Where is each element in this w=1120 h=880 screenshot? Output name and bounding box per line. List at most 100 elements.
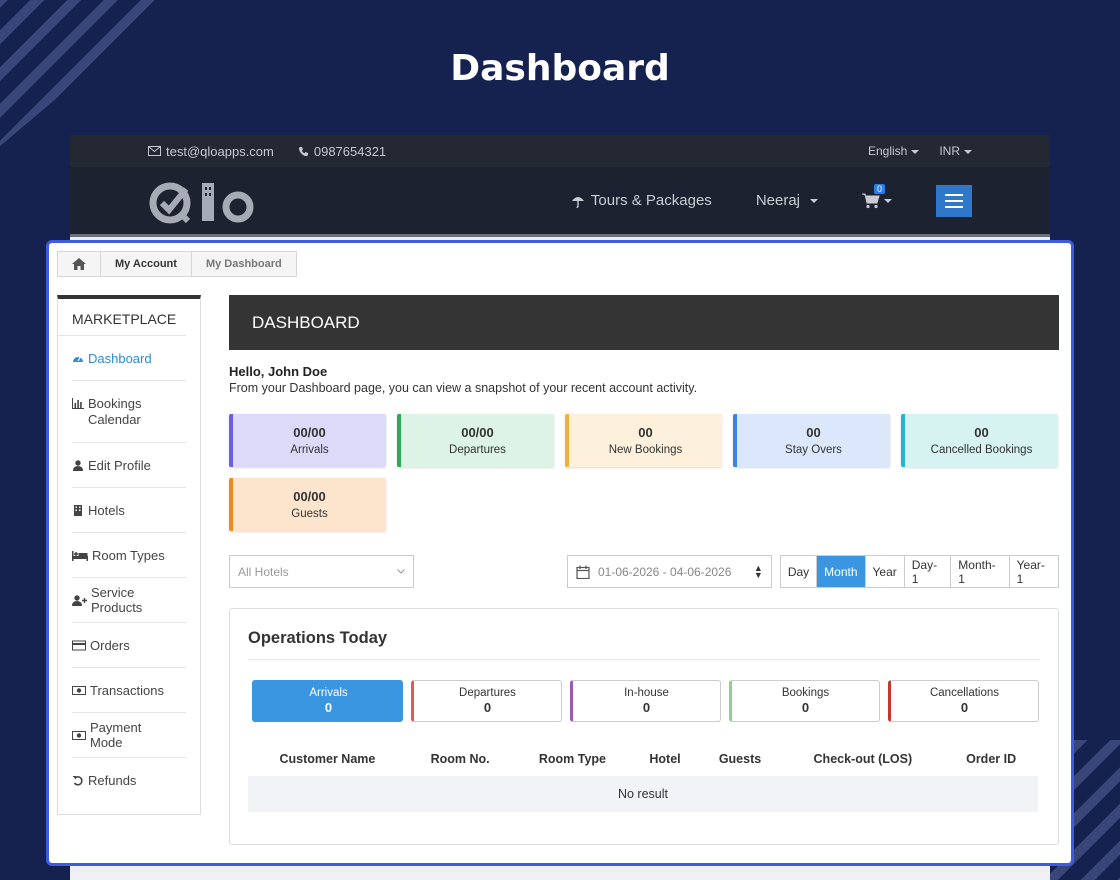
- dashboard-header: DASHBOARD: [229, 295, 1059, 350]
- calendar-icon: [576, 565, 590, 579]
- breadcrumb-my-account[interactable]: My Account: [100, 252, 191, 276]
- date-range-picker[interactable]: 01-06-2026 - 04-06-2026 ▲ ▼: [566, 555, 772, 588]
- umbrella-icon: [571, 196, 584, 208]
- period-month-button[interactable]: Month: [817, 556, 866, 587]
- building-icon: [74, 504, 82, 516]
- tours-packages-label: Tours & Packages: [590, 192, 712, 209]
- period-day-button[interactable]: Day: [781, 556, 818, 587]
- currency-dropdown[interactable]: INR: [939, 144, 972, 158]
- hamburger-bar: [945, 205, 963, 208]
- tab-count: 0: [801, 700, 810, 715]
- hotel-select-value: All Hotels: [238, 564, 289, 579]
- sidebar-item-label: Edit Profile: [88, 457, 151, 473]
- cart-button[interactable]: 0: [862, 183, 892, 209]
- period-month-1-button[interactable]: Month-1: [951, 556, 1010, 587]
- period-day-1-button[interactable]: Day-1: [905, 556, 952, 587]
- phone-icon: [298, 146, 308, 156]
- operations-title: Operations Today: [248, 609, 1040, 660]
- stat-label: Arrivals: [290, 444, 329, 456]
- logo-icon: [149, 182, 254, 223]
- greeting-text: Hello, John Doe: [229, 364, 328, 379]
- bar-chart-icon: [72, 398, 84, 409]
- phone-link[interactable]: 0987654321: [298, 144, 386, 159]
- stats-grid: 00/00 Arrivals 00/00 Departures 00 New Book…: [229, 414, 1059, 531]
- tab-arrivals[interactable]: Arrivals 0: [252, 680, 403, 722]
- tab-label: Cancellations: [929, 687, 1000, 699]
- user-name-label: Neeraj: [755, 192, 800, 209]
- empty-result-cell: No result: [248, 776, 1038, 812]
- tab-count: 0: [324, 700, 333, 715]
- currency-label: INR: [939, 144, 960, 158]
- breadcrumb: My Account My Dashboard: [57, 251, 297, 277]
- qlo-logo[interactable]: [148, 175, 258, 227]
- filters-row: All Hotels 01-06-2026 - 04-06-2026 ▲ ▼ Da…: [229, 555, 1060, 588]
- sidebar-item-label: Payment Mode: [90, 720, 142, 750]
- sort-arrows-icon: ▲ ▼: [753, 562, 763, 580]
- money-icon: [72, 730, 86, 740]
- sidebar-item-refunds[interactable]: Refunds: [72, 758, 186, 803]
- language-dropdown[interactable]: English: [868, 144, 920, 158]
- stat-label: Cancelled Bookings: [930, 444, 1033, 456]
- stat-card-cancelled-bookings[interactable]: 00 Cancelled Bookings: [901, 414, 1058, 467]
- tab-bookings[interactable]: Bookings 0: [729, 680, 880, 722]
- caret-down-icon: [884, 198, 892, 203]
- user-plus-icon: [72, 594, 87, 606]
- breadcrumb-home[interactable]: [58, 252, 100, 276]
- cart-count-badge: 0: [874, 183, 886, 194]
- sidebar-item-orders[interactable]: Orders: [72, 623, 186, 668]
- tab-label: Bookings: [781, 687, 830, 699]
- page-title: Dashboard: [450, 48, 670, 89]
- sidebar-item-bookings-calendar[interactable]: Bookings Calendar: [72, 381, 186, 443]
- period-year-button[interactable]: Year: [866, 556, 905, 587]
- period-year-1-button[interactable]: Year-1: [1016, 557, 1045, 586]
- dashboard-panel: My Account My Dashboard MARKETPLACE Dash…: [46, 240, 1074, 866]
- email-text: test@qloapps.com: [166, 143, 274, 159]
- column-header[interactable]: Hotel: [649, 752, 681, 766]
- column-header[interactable]: Customer Name: [279, 752, 376, 766]
- sidebar-item-edit-profile[interactable]: Edit Profile: [72, 443, 186, 488]
- sidebar-item-service-products[interactable]: Service Products: [72, 578, 186, 623]
- column-header[interactable]: Order ID: [966, 752, 1017, 766]
- home-icon: [72, 258, 86, 270]
- tab-departures[interactable]: Departures 0: [411, 680, 562, 722]
- operations-today-card: Operations Today Arrivals 0 Departures 0 I…: [229, 608, 1059, 845]
- money-icon: [72, 685, 86, 695]
- stat-card-stay-overs[interactable]: 00 Stay Overs: [733, 414, 890, 467]
- tab-label: Departures: [459, 687, 516, 699]
- hotel-select[interactable]: All Hotels: [229, 555, 414, 588]
- stat-card-arrivals[interactable]: 00/00 Arrivals: [229, 414, 386, 467]
- caret-down-icon: [964, 149, 972, 154]
- cart-icon: [862, 193, 880, 208]
- stat-card-guests[interactable]: 00/00 Guests: [229, 478, 386, 531]
- stat-label: Stay Overs: [785, 444, 842, 456]
- column-header[interactable]: Guests: [718, 752, 762, 766]
- stat-card-departures[interactable]: 00/00 Departures: [397, 414, 554, 467]
- column-header[interactable]: Room Type: [538, 752, 606, 766]
- menu-toggle-button[interactable]: [936, 184, 972, 217]
- user-menu-dropdown[interactable]: Neeraj: [756, 192, 818, 209]
- greeting: Hello, John Doe: [229, 364, 1059, 379]
- sidebar-item-transactions[interactable]: Transactions: [72, 668, 186, 713]
- stat-value: 00: [638, 425, 653, 440]
- hamburger-icon: [945, 193, 963, 196]
- stat-card-new-bookings[interactable]: 00 New Bookings: [565, 414, 722, 467]
- email-link[interactable]: test@qloapps.com: [148, 144, 274, 159]
- tab-cancellations[interactable]: Cancellations 0: [888, 680, 1039, 722]
- tab-count: 0: [960, 700, 969, 715]
- sidebar-item-payment-mode[interactable]: Payment Mode: [72, 713, 186, 758]
- tab-in-house[interactable]: In-house 0: [570, 680, 721, 722]
- operations-tabs: Arrivals 0 Departures 0 In-house 0 Bookings…: [248, 680, 1040, 722]
- period-button-group: Day Month Year Day-1 Month-1 Year-1: [779, 555, 1060, 588]
- sidebar: MARKETPLACE Dashboard Bookings Calendar …: [57, 295, 201, 815]
- sidebar-item-dashboard[interactable]: Dashboard: [72, 336, 186, 381]
- phone-text: 0987654321: [313, 143, 387, 159]
- sidebar-item-room-types[interactable]: Room Types: [72, 533, 186, 578]
- date-range-value: 01-06-2026 - 04-06-2026: [597, 564, 732, 579]
- user-icon: [73, 459, 83, 471]
- column-header[interactable]: Room No.: [430, 752, 490, 766]
- sidebar-item-label: Dashboard: [88, 350, 152, 366]
- caret-down-icon: [911, 149, 920, 154]
- column-header[interactable]: Check-out (LOS): [813, 752, 913, 766]
- tours-packages-link[interactable]: Tours & Packages: [571, 192, 712, 209]
- sidebar-item-hotels[interactable]: Hotels: [72, 488, 186, 533]
